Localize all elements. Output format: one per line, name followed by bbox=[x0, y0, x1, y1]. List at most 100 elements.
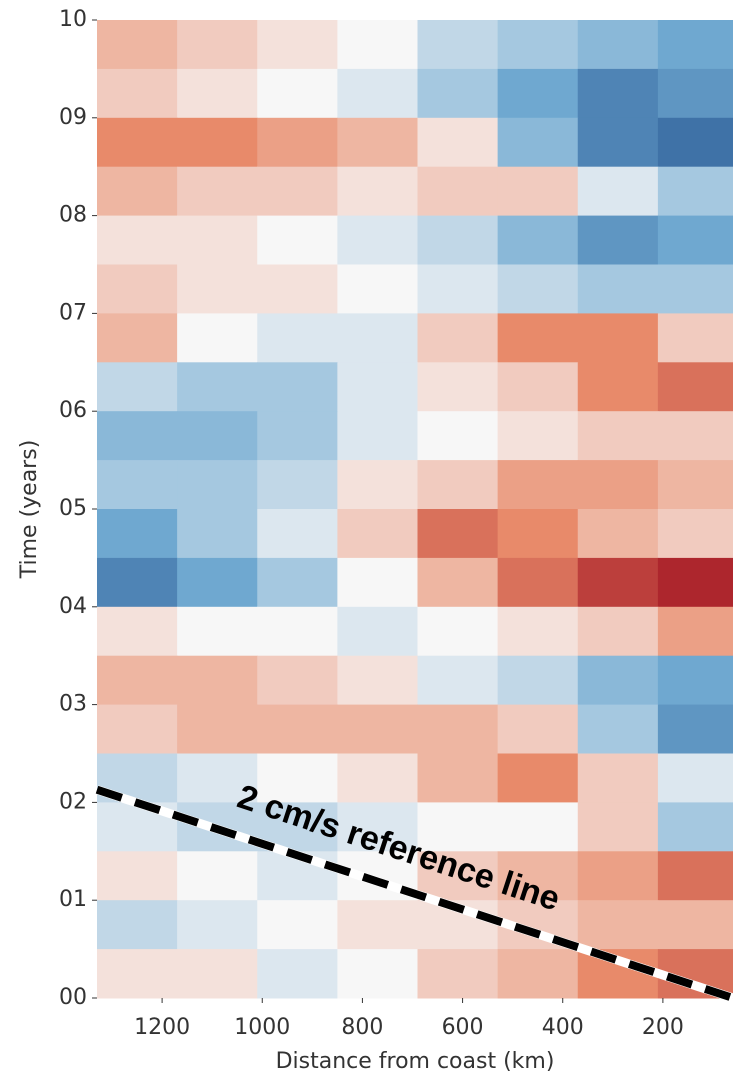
heatmap-cell bbox=[577, 509, 659, 559]
y-tick-label: 08 bbox=[59, 203, 87, 228]
heatmap-cell bbox=[97, 949, 178, 999]
heatmap-cell bbox=[257, 753, 338, 803]
heatmap-cell bbox=[657, 117, 733, 168]
y-tick-label: 09 bbox=[59, 105, 87, 130]
heatmap-cell bbox=[417, 411, 499, 461]
heatmap-cell bbox=[657, 606, 733, 657]
heatmap-cell bbox=[177, 557, 258, 608]
y-axis-label: Time (years) bbox=[17, 440, 42, 580]
heatmap-cell bbox=[497, 460, 579, 510]
heatmap-cell bbox=[97, 362, 178, 412]
heatmap-cell bbox=[417, 851, 499, 901]
heatmap-cell bbox=[657, 851, 733, 901]
heatmap-cell bbox=[577, 362, 659, 412]
heatmap-cell bbox=[337, 606, 419, 657]
heatmap-cell bbox=[177, 851, 258, 901]
heatmap-cell bbox=[177, 166, 258, 217]
heatmap-cell bbox=[657, 68, 733, 119]
heatmap-cell bbox=[97, 411, 178, 461]
heatmap bbox=[97, 20, 733, 999]
heatmap-cell bbox=[657, 704, 733, 754]
heatmap-cell bbox=[257, 704, 338, 754]
heatmap-cell bbox=[337, 557, 419, 608]
heatmap-cell bbox=[417, 802, 499, 852]
heatmap-cell bbox=[257, 460, 338, 510]
heatmap-cell bbox=[417, 68, 499, 119]
heatmap-cell bbox=[337, 166, 419, 217]
heatmap-cell bbox=[577, 704, 659, 754]
y-tick-label: 04 bbox=[59, 594, 87, 619]
heatmap-cell bbox=[177, 313, 258, 363]
heatmap-cell bbox=[177, 704, 258, 754]
heatmap-cell bbox=[257, 606, 338, 657]
heatmap-cell bbox=[337, 900, 419, 950]
heatmap-cell bbox=[497, 264, 579, 314]
reference-line bbox=[95, 785, 733, 1002]
heatmap-cell bbox=[257, 264, 338, 314]
heatmap-cell bbox=[657, 460, 733, 510]
heatmap-cell bbox=[417, 704, 499, 754]
heatmap-cell bbox=[257, 557, 338, 608]
heatmap-cell bbox=[177, 20, 258, 70]
heatmap-cell bbox=[497, 851, 579, 901]
heatmap-cell bbox=[97, 20, 178, 70]
heatmap-cell bbox=[417, 460, 499, 510]
heatmap-cell bbox=[177, 606, 258, 657]
heatmap-cell bbox=[497, 802, 579, 852]
heatmap-cell bbox=[657, 215, 733, 265]
y-tick-label: 03 bbox=[59, 692, 87, 717]
heatmap-cell bbox=[177, 411, 258, 461]
heatmap-cell bbox=[337, 313, 419, 363]
heatmap-cell bbox=[657, 557, 733, 608]
heatmap-cell bbox=[577, 655, 659, 706]
heatmap-cell bbox=[657, 411, 733, 461]
heatmap-cell bbox=[577, 606, 659, 657]
heatmap-cell bbox=[337, 704, 419, 754]
heatmap-cell bbox=[577, 753, 659, 803]
heatmap-cell bbox=[417, 117, 499, 168]
x-axis-label: Distance from coast (km) bbox=[276, 1049, 555, 1074]
heatmap-cell bbox=[257, 68, 338, 119]
heatmap-cell bbox=[257, 411, 338, 461]
heatmap-cell bbox=[657, 655, 733, 706]
heatmap-cell bbox=[97, 264, 178, 314]
heatmap-cell bbox=[577, 460, 659, 510]
heatmap-cell bbox=[577, 166, 659, 217]
heatmap-cell bbox=[657, 264, 733, 314]
heatmap-cell bbox=[97, 900, 178, 950]
heatmap-cell bbox=[417, 166, 499, 217]
heatmap-cell bbox=[577, 557, 659, 608]
heatmap-cell bbox=[657, 166, 733, 217]
heatmap-cell bbox=[497, 313, 579, 363]
heatmap-cell bbox=[497, 949, 579, 999]
heatmap-cell bbox=[577, 313, 659, 363]
heatmap-cell bbox=[417, 753, 499, 803]
heatmap-cell bbox=[577, 851, 659, 901]
heatmap-cell bbox=[97, 557, 178, 608]
heatmap-cell bbox=[657, 900, 733, 950]
heatmap-cell bbox=[97, 851, 178, 901]
heatmap-cell bbox=[257, 509, 338, 559]
heatmap-cell bbox=[337, 509, 419, 559]
x-tick-label: 1200 bbox=[134, 1015, 190, 1040]
heatmap-cell bbox=[417, 557, 499, 608]
heatmap-cell bbox=[337, 264, 419, 314]
heatmap-cell bbox=[417, 20, 499, 70]
heatmap-cell bbox=[657, 20, 733, 70]
heatmap-cell bbox=[177, 509, 258, 559]
heatmap-cell bbox=[497, 117, 579, 168]
heatmap-cell bbox=[417, 509, 499, 559]
heatmap-cell bbox=[577, 900, 659, 950]
heatmap-cell bbox=[97, 655, 178, 706]
heatmap-cell bbox=[497, 68, 579, 119]
heatmap-cell bbox=[417, 362, 499, 412]
heatmap-cell bbox=[497, 20, 579, 70]
heatmap-cell bbox=[97, 606, 178, 657]
y-tick-label: 05 bbox=[59, 496, 87, 521]
heatmap-cell bbox=[497, 606, 579, 657]
heatmap-cell bbox=[337, 68, 419, 119]
heatmap-cell bbox=[417, 313, 499, 363]
x-tick-label: 1000 bbox=[234, 1015, 290, 1040]
heatmap-cell bbox=[497, 362, 579, 412]
